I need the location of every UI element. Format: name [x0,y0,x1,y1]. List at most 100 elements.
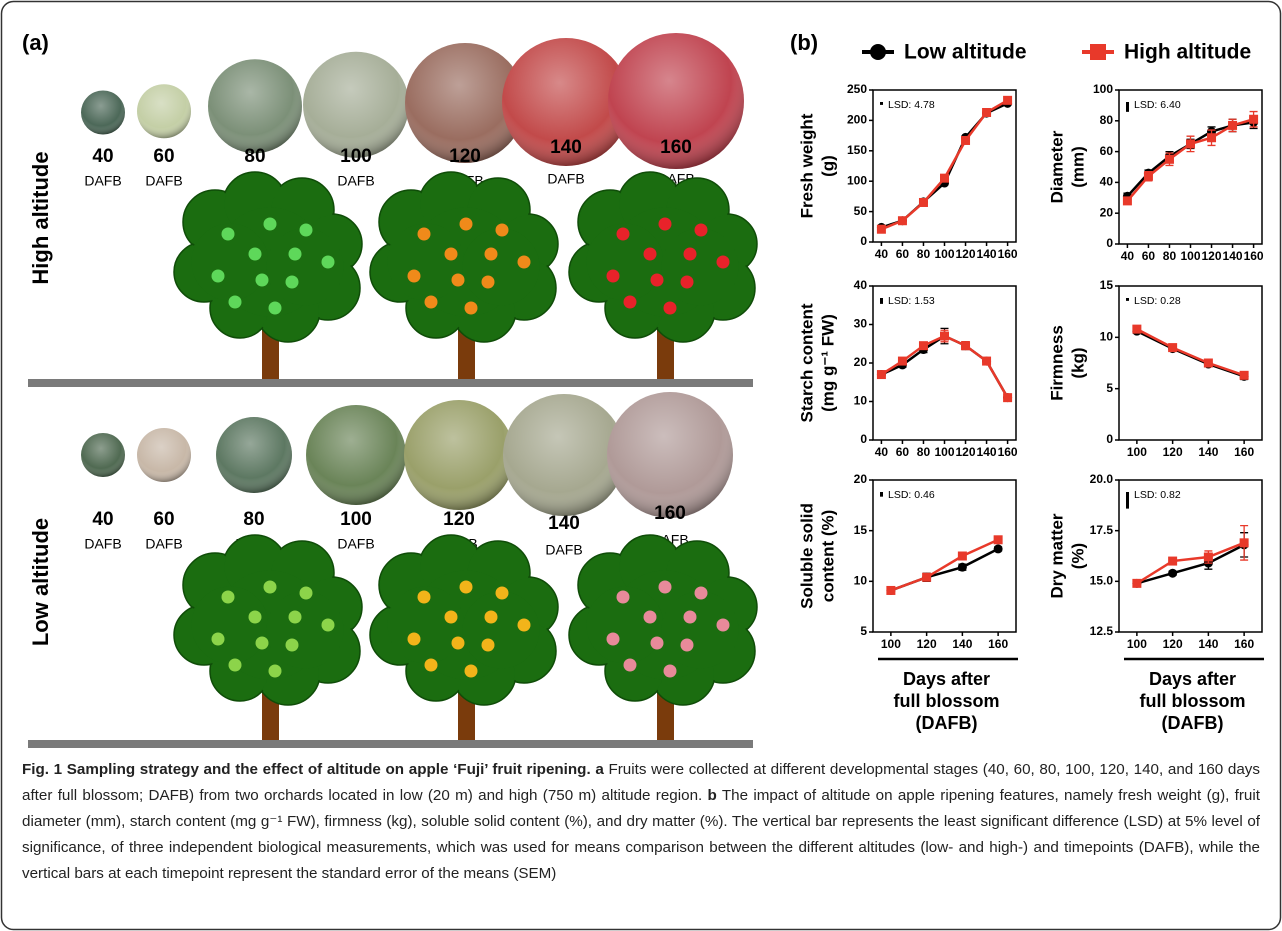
y-tick-label: 0 [860,432,867,446]
y-axis-title: (mm) [1068,146,1087,188]
fruit-dot [485,611,498,624]
marker [940,332,949,341]
marker [1123,196,1132,205]
lsd-bar [1126,102,1129,112]
x-tick-label: 140 [1198,445,1218,459]
y-tick-label: 60 [1100,144,1114,158]
fruit-dot [644,611,657,624]
legend-marker [1090,44,1106,60]
fruit-dot [624,296,637,309]
y-axis-title: Diameter [1047,130,1066,203]
fruit-dot [222,228,235,241]
fruit-shade [306,405,406,505]
fruit-shade [137,84,191,138]
fruit-dot [418,591,431,604]
fruit-dot [408,270,421,283]
fruit-dot [300,224,313,237]
x-tick-label: 120 [917,637,937,651]
stage-label: 160 [654,503,686,524]
x-tick-label: 100 [1127,445,1147,459]
series-line [1137,545,1244,584]
x-tick-label: 120 [1202,249,1222,263]
y-tick-label: 150 [847,143,867,157]
fruit-dot [617,591,630,604]
fruit-dot [322,619,335,632]
fruit-dot [518,256,531,269]
series-line [1127,122,1253,196]
x-tick-label: 120 [1163,445,1183,459]
y-tick-label: 10 [1100,330,1114,344]
stage-label: 60 [153,509,174,530]
x-tick-label: 40 [875,445,889,459]
x-tick-label: 100 [934,445,954,459]
marker [940,174,949,183]
y-tick-label: 30 [854,317,868,331]
series-line [881,103,1007,227]
y-tick-label: 20 [1100,205,1114,219]
x-tick-label: 120 [956,247,976,261]
marker [1240,538,1249,547]
fruit-dot [264,218,277,231]
fruit-dot [496,224,509,237]
fruit-dot [460,581,473,594]
y-axis-title: (mg g⁻¹ FW) [818,314,837,412]
plot-frame [1119,90,1262,244]
fruit-dot [425,659,438,672]
fruit-dot [229,659,242,672]
stage-unit: DAFB [337,173,374,189]
series-line [1137,329,1244,375]
ground [28,740,753,748]
y-tick-label: 5 [860,624,867,638]
caption-label: b [708,787,717,804]
ground [28,379,753,387]
y-tick-label: 0 [1106,236,1113,250]
y-tick-label: 15 [1100,278,1114,292]
stage-label: 120 [449,146,481,167]
fruit-dot [681,639,694,652]
lsd-annotation: LSD: 0.46 [888,489,935,501]
x-tick-label: 160 [998,247,1018,261]
stage-label: 160 [660,137,692,158]
y-tick-label: 20 [854,472,868,486]
plot-frame [1119,480,1262,632]
fruit-dot [684,611,697,624]
plot-frame [873,480,1016,632]
x-tick-label: 160 [998,445,1018,459]
y-axis-title: Dry matter [1047,513,1066,598]
y-tick-label: 15 [854,523,868,537]
x-axis-title: (DAFB) [1162,713,1224,733]
stage-unit: DAFB [337,536,374,552]
fruit-dot [300,587,313,600]
marker [877,370,886,379]
stage-label: 140 [548,513,580,534]
series-line [1137,543,1244,584]
y-tick-label: 17.5 [1090,523,1114,537]
y-tick-label: 20 [854,355,868,369]
fruit-shade [208,59,302,153]
stage-label: 40 [92,509,113,530]
x-axis-title: full blossom [893,691,999,711]
fruit-dot [644,248,657,261]
fruit-dot [695,587,708,600]
x-tick-label: 120 [1163,637,1183,651]
row-label: High altitude [28,151,53,284]
marker [898,216,907,225]
marker [1240,371,1249,380]
x-tick-label: 160 [1234,637,1254,651]
x-tick-label: 80 [917,247,931,261]
marker [1204,553,1213,562]
lsd-bar [1126,492,1129,509]
fruit-shade [137,428,191,482]
stage-unit: DAFB [547,171,584,187]
fruit-dot [418,228,431,241]
fruit-dot [518,619,531,632]
fruit-dot [249,248,262,261]
y-axis-title: (%) [1068,543,1087,569]
fruit-dot [651,274,664,287]
fruit-shade [81,91,125,135]
y-tick-label: 5 [1106,381,1113,395]
marker [982,357,991,366]
y-axis-title: content (%) [818,510,837,603]
y-tick-label: 40 [854,278,868,292]
fruit-dot [659,218,672,231]
